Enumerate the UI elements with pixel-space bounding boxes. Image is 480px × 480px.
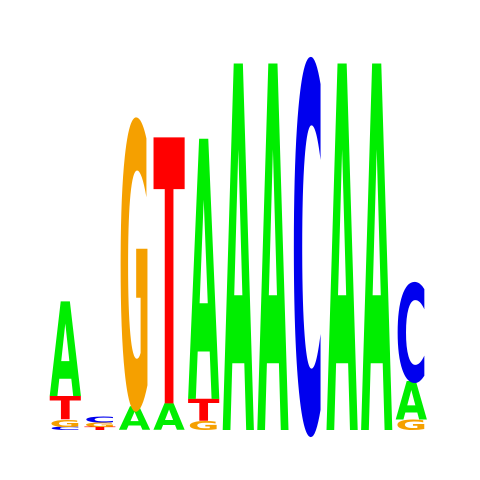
logo-letter-a: A <box>326 0 358 480</box>
logo-letter-a: A <box>257 0 289 480</box>
logo-letter-a: A <box>361 0 393 480</box>
logo-letter-c: C <box>50 426 82 431</box>
logo-letter-a: A <box>153 397 185 439</box>
logo-letter-a: A <box>50 276 82 427</box>
logo-letter-a: A <box>188 67 220 480</box>
logo-letter-a: A <box>119 400 151 438</box>
logo-letter-g: G <box>50 418 82 430</box>
logo-letter-a: A <box>396 372 428 433</box>
logo-letter-c: C <box>84 415 116 424</box>
logo-letter-a: A <box>223 0 255 480</box>
logo-letter-g: G <box>119 46 151 480</box>
logo-letter-c: C <box>396 259 428 414</box>
logo-letter-t: T <box>188 394 220 429</box>
logo-letter-g: G <box>84 422 116 429</box>
logo-letter-c: C <box>292 0 324 480</box>
logo-letter-t: T <box>84 426 116 431</box>
logo-letter-g: G <box>396 417 428 434</box>
logo-letter-t: T <box>50 390 82 427</box>
logo-letter-t: T <box>153 67 185 480</box>
logo-letter-g: G <box>188 419 220 433</box>
